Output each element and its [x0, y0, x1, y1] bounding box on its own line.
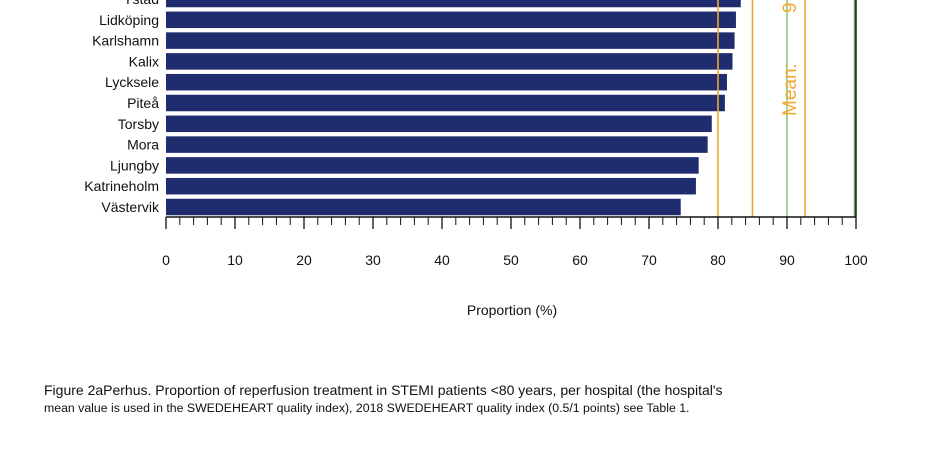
- bar-torsby: [166, 115, 712, 133]
- x-tick-label: 10: [227, 252, 243, 268]
- caption-line-1: Figure 2aPerhus. Proportion of reperfusi…: [44, 382, 723, 398]
- bar-piteå: [166, 94, 725, 112]
- mean-value-label: 9: [780, 2, 801, 13]
- bar-karlshamn: [166, 32, 735, 49]
- x-axis: 0 10 20 30 40 50 60 70 80 90 100: [162, 0, 868, 268]
- mean-label: Mean:: [780, 63, 801, 116]
- bar-västervik: [166, 198, 681, 216]
- bar-kalix: [166, 53, 733, 70]
- bar-katrineholm: [166, 177, 696, 195]
- x-tick-label: 30: [365, 252, 381, 268]
- x-tick-label: 100: [844, 252, 868, 268]
- bars-layer: Ystad Lidköping Karlshamn Kalix Lycksele Pite…: [84, 0, 741, 216]
- x-axis-title: Proportion (%): [467, 302, 557, 318]
- bar-lycksele: [166, 73, 727, 91]
- category-label: Torsby: [118, 116, 159, 132]
- x-tick-label: 60: [572, 252, 588, 268]
- category-label: Katrineholm: [84, 178, 159, 194]
- reference-lines-layer: Mean: 9: [717, 0, 856, 217]
- x-tick-label: 0: [162, 252, 170, 268]
- bar-mora: [166, 136, 708, 153]
- category-label: Lycksele: [105, 74, 159, 90]
- category-label: Lidköping: [99, 12, 159, 28]
- bar-ystad: [166, 0, 741, 8]
- x-tick-label: 90: [779, 252, 795, 268]
- bar-chart: Ystad Lidköping Karlshamn Kalix Lycksele Pite…: [84, 0, 868, 318]
- category-label: Ystad: [123, 0, 159, 7]
- category-label: Karlshamn: [92, 33, 159, 49]
- x-tick-label: 70: [641, 252, 657, 268]
- category-label: Mora: [127, 137, 159, 153]
- bar-ljungby: [166, 157, 699, 174]
- category-label: Kalix: [129, 53, 159, 69]
- caption-line-2: mean value is used in the SWEDEHEART qua…: [44, 401, 690, 415]
- bar-lidköping: [166, 11, 736, 29]
- x-tick-label: 20: [296, 252, 312, 268]
- x-tick-label: 50: [503, 252, 519, 268]
- x-tick-label: 80: [710, 252, 726, 268]
- x-tick-label: 40: [434, 252, 450, 268]
- category-label: Piteå: [127, 95, 159, 111]
- category-label: Västervik: [101, 199, 160, 215]
- figure-caption: Figure 2aPerhus. Proportion of reperfusi…: [44, 381, 924, 417]
- category-label: Ljungby: [110, 157, 159, 173]
